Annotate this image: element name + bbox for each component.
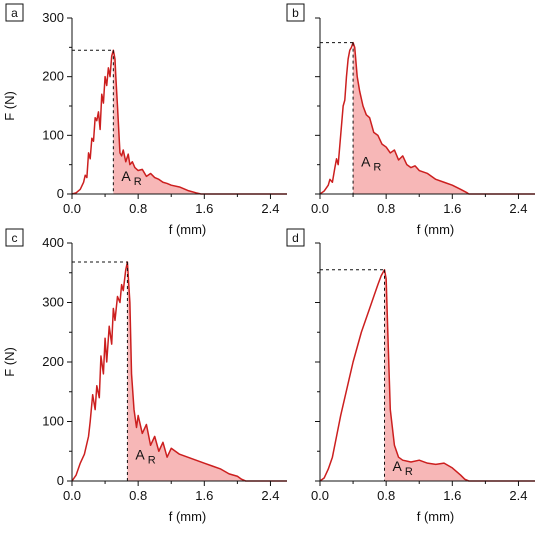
panel-a: 0.0 0.8 1.6 2.4 0 100 200 300 f (mm) F (N) A R a bbox=[2, 3, 287, 237]
y-tick-label: 300 bbox=[42, 295, 64, 310]
x-tick-label: 1.6 bbox=[443, 488, 461, 503]
x-tick-label: 0.0 bbox=[63, 201, 81, 216]
y-tick-label: 300 bbox=[42, 10, 64, 25]
x-tick-label: 0.8 bbox=[129, 488, 147, 503]
y-tick-label: 0 bbox=[57, 473, 64, 488]
x-tick-label: 0.0 bbox=[311, 201, 329, 216]
force-curve-d bbox=[319, 269, 535, 482]
x-tick-label: 2.4 bbox=[509, 201, 527, 216]
force-curve-b bbox=[319, 41, 535, 195]
x-tick-label: 2.4 bbox=[261, 488, 279, 503]
y-tick-label: 200 bbox=[42, 69, 64, 84]
panel-tag-box bbox=[5, 3, 24, 22]
y-tick-label: 100 bbox=[42, 414, 64, 429]
x-tick-label: 1.6 bbox=[195, 201, 213, 216]
y-axis-title: F (N) bbox=[2, 91, 17, 121]
y-tick-label: 200 bbox=[42, 354, 64, 369]
panel-c: 0.0 0.8 1.6 2.4 0 100 200 300 400 f (mm) F (N) A R c bbox=[2, 228, 288, 524]
panel-tag-label: c bbox=[12, 231, 18, 245]
x-tick-label: 0.0 bbox=[63, 488, 81, 503]
y-tick-label: 100 bbox=[42, 127, 64, 142]
y-axis-title: F (N) bbox=[2, 347, 17, 377]
x-axis-title: f (mm) bbox=[417, 222, 455, 237]
x-tick-label: 1.6 bbox=[443, 201, 461, 216]
x-tick-label: 2.4 bbox=[509, 488, 527, 503]
panel-tag-label: a bbox=[11, 6, 18, 20]
panel-tag-label: d bbox=[292, 231, 299, 245]
shaded-area-a bbox=[113, 50, 287, 195]
panel-tag-label: b bbox=[292, 6, 299, 20]
x-tick-label: 0.8 bbox=[377, 488, 395, 503]
panel-b: 0.0 0.8 1.6 2.4 f (mm) A R b bbox=[286, 3, 535, 237]
x-tick-label: 2.4 bbox=[261, 201, 279, 216]
shaded-area-c bbox=[127, 262, 288, 481]
force-curve-c bbox=[71, 261, 287, 482]
y-tick-label: 0 bbox=[57, 186, 64, 201]
panel-tag-box bbox=[5, 228, 24, 247]
x-tick-label: 0.0 bbox=[311, 488, 329, 503]
x-tick-label: 0.8 bbox=[129, 201, 147, 216]
panel-tag-box bbox=[286, 3, 305, 22]
x-tick-label: 0.8 bbox=[377, 201, 395, 216]
panel-tag-box bbox=[286, 228, 305, 247]
y-tick-label: 400 bbox=[42, 235, 64, 250]
panel-d: 0.0 0.8 1.6 2.4 f (mm) A R d bbox=[286, 228, 535, 524]
x-tick-label: 1.6 bbox=[195, 488, 213, 503]
x-axis-title: f (mm) bbox=[169, 509, 207, 524]
x-axis-title: f (mm) bbox=[169, 222, 207, 237]
shaded-area-d bbox=[384, 269, 535, 481]
shaded-area-b bbox=[353, 42, 535, 194]
x-axis-title: f (mm) bbox=[417, 509, 455, 524]
force-curve-a bbox=[71, 49, 287, 195]
